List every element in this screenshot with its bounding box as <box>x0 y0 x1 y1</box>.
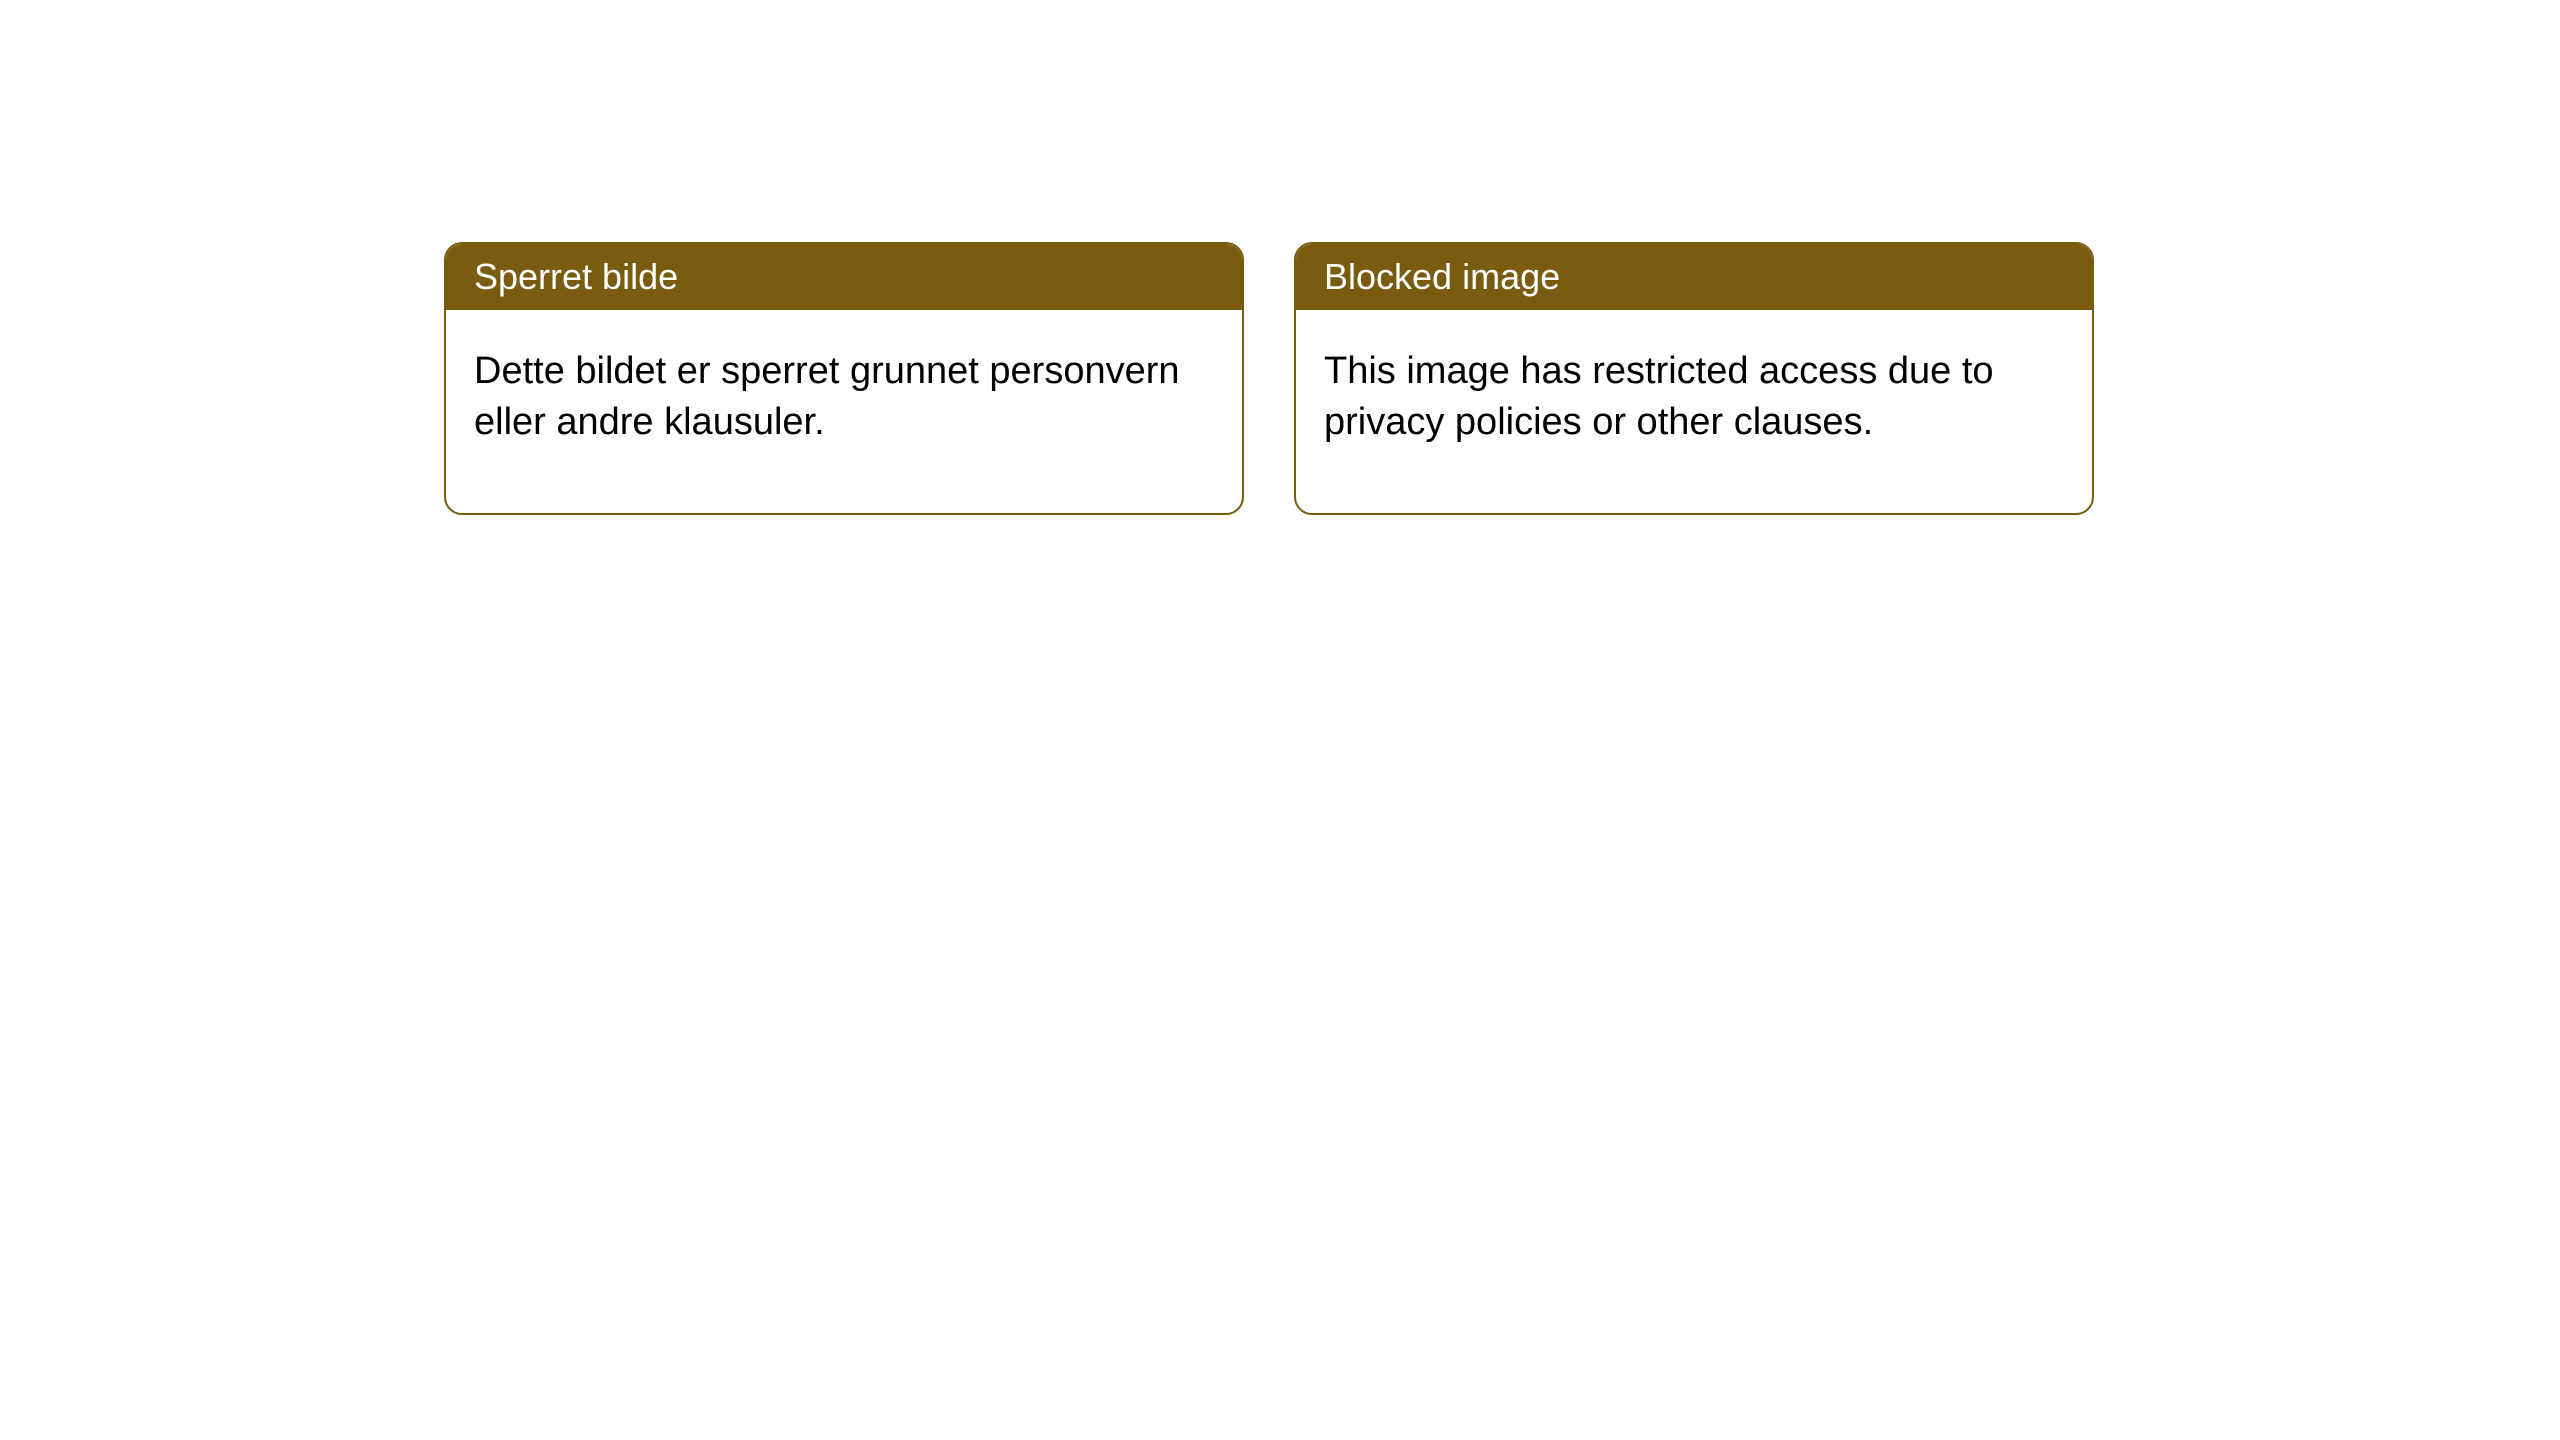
notice-card-norwegian: Sperret bilde Dette bildet er sperret gr… <box>444 242 1244 515</box>
notice-card-title: Sperret bilde <box>474 256 678 297</box>
notice-cards-container: Sperret bilde Dette bildet er sperret gr… <box>444 242 2094 515</box>
notice-card-title: Blocked image <box>1324 256 1560 297</box>
notice-card-text: Dette bildet er sperret grunnet personve… <box>474 350 1180 443</box>
notice-card-header: Blocked image <box>1296 244 2092 310</box>
notice-card-body: Dette bildet er sperret grunnet personve… <box>446 310 1242 513</box>
notice-card-header: Sperret bilde <box>446 244 1242 310</box>
notice-card-text: This image has restricted access due to … <box>1324 350 1994 443</box>
notice-card-english: Blocked image This image has restricted … <box>1294 242 2094 515</box>
notice-card-body: This image has restricted access due to … <box>1296 310 2092 513</box>
